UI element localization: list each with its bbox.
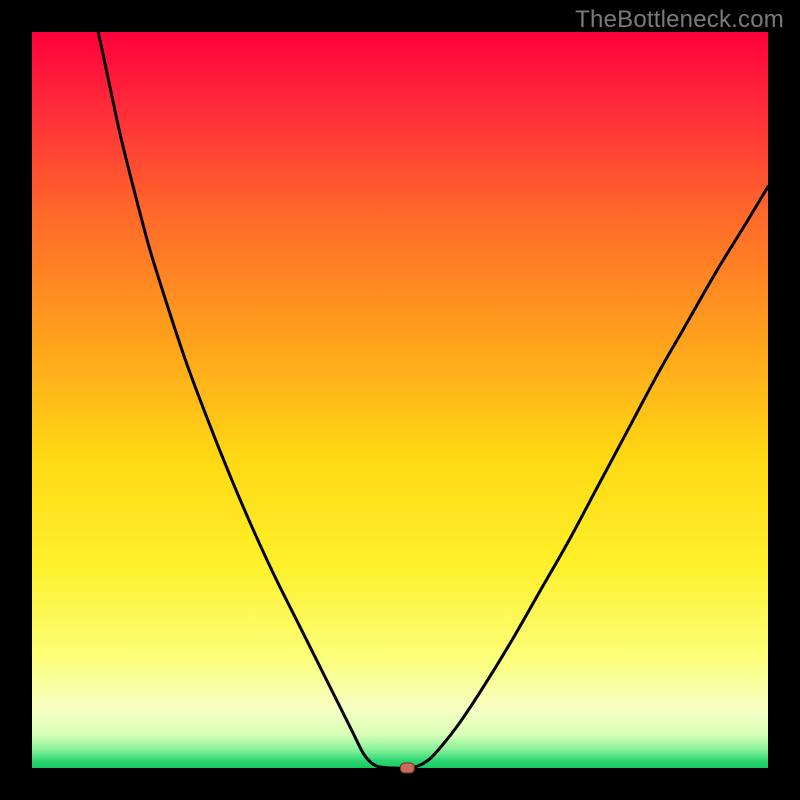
- chart-container: TheBottleneck.com: [0, 0, 800, 800]
- bottleneck-chart: [0, 0, 800, 800]
- optimal-point-marker: [400, 763, 414, 773]
- plot-background: [32, 32, 768, 768]
- watermark-label: TheBottleneck.com: [575, 6, 784, 34]
